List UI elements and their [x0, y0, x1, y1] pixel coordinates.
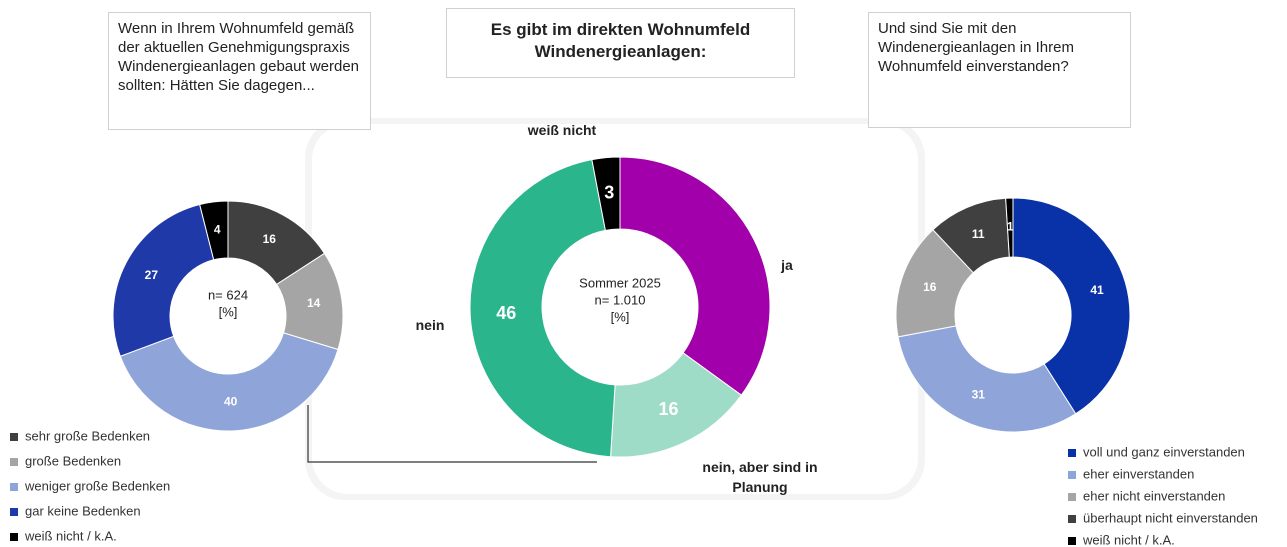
donut-slice [1005, 197, 1014, 258]
data-label: 3 [604, 182, 614, 202]
donut-slice [469, 159, 616, 458]
center-panel-inner [312, 124, 918, 494]
legend-label: große Bedenken [25, 453, 121, 468]
legend-label: überhaupt nicht einverstanden [1083, 510, 1258, 525]
legend-label: sehr große Bedenken [25, 428, 150, 443]
center-text: n= 624 [208, 287, 248, 302]
data-label: 1 [1007, 220, 1014, 234]
category-label: ja [781, 257, 793, 273]
question-box: Und sind Sie mit den Windenergieanlagen … [868, 12, 1131, 128]
legend-swatch [1068, 515, 1076, 523]
category-label: weiß nicht [527, 122, 597, 138]
legend-swatch [10, 508, 18, 516]
legend-swatch [10, 433, 18, 441]
donut-slice [199, 200, 229, 261]
legend-swatch [1068, 537, 1076, 545]
legend-label: voll und ganz einverstanden [1083, 444, 1245, 459]
category-label: nein, aber sind in Planung [702, 459, 818, 495]
legend-label: weiß nicht / k.A. [1082, 532, 1175, 547]
connector-line [307, 405, 597, 463]
data-label: 31 [972, 387, 986, 401]
donut-slice [1012, 197, 1131, 415]
center-text: [%] [611, 309, 630, 324]
center-text: Sommer 2025 [579, 275, 661, 290]
category-label: nein [415, 317, 445, 333]
legend-label: eher nicht einverstanden [1083, 488, 1225, 503]
data-label: 41 [1090, 283, 1104, 297]
data-label: 4 [214, 222, 221, 236]
data-label: 16 [263, 232, 277, 246]
center-text: [%] [219, 304, 238, 319]
legend-swatch [1068, 449, 1076, 457]
data-label: 16 [923, 280, 937, 294]
legend-swatch [1068, 493, 1076, 501]
legend-label: eher einverstanden [1083, 466, 1194, 481]
center-text: n= 1.010 [595, 292, 646, 307]
legend-swatch [10, 483, 18, 491]
question-box: Wenn in Ihrem Wohnumfeld gemäß der aktue… [108, 12, 371, 130]
data-label: 27 [145, 268, 159, 282]
legend-swatch [10, 533, 18, 541]
data-label: 40 [224, 395, 238, 409]
data-label: 16 [659, 399, 679, 419]
donut-slice [591, 156, 621, 231]
donut-slice [112, 203, 215, 357]
donut-slice [119, 332, 339, 432]
data-label: 11 [972, 227, 985, 241]
donut-slice [897, 325, 1077, 433]
legend-label: gar keine Bedenken [25, 503, 141, 518]
legend-swatch [1068, 471, 1076, 479]
title-box: Es gibt im direkten Wohnumfeld Windenerg… [446, 8, 795, 78]
legend-label: weiß nicht / k.A. [24, 528, 117, 543]
data-label: 14 [307, 296, 321, 310]
legend-swatch [10, 458, 18, 466]
donut-slice [619, 156, 771, 396]
data-label: 46 [496, 303, 516, 323]
legend-label: weniger große Bedenken [24, 478, 170, 493]
